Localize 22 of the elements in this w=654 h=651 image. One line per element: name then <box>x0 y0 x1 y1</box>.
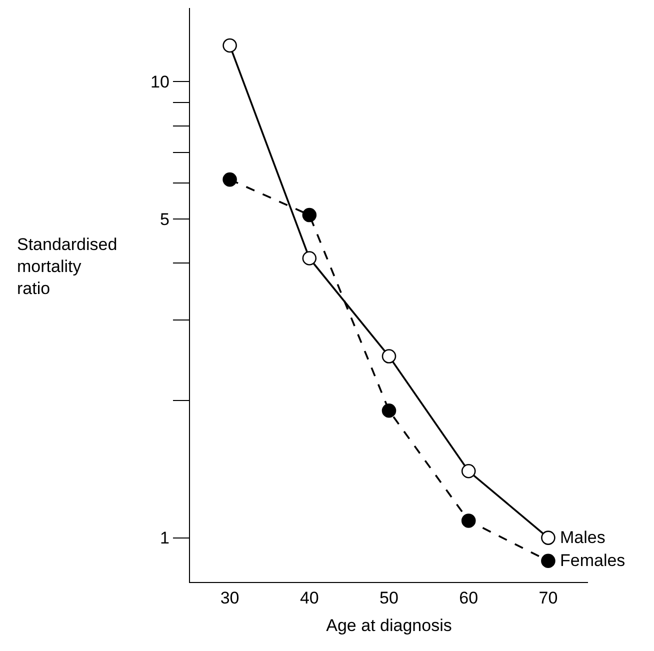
x-axis-title: Age at diagnosis <box>326 616 452 635</box>
point <box>302 208 317 222</box>
x-tick-label: 70 <box>538 588 558 608</box>
y-tick-label: 10 <box>150 72 170 92</box>
x-tick-label: 30 <box>220 588 240 608</box>
x-tick-label: 40 <box>300 588 319 608</box>
series-label: Females <box>560 551 626 570</box>
point <box>222 38 237 53</box>
point <box>461 514 476 528</box>
y-tick-label: 5 <box>160 210 170 229</box>
point <box>302 251 317 266</box>
x-tick-label: 60 <box>459 588 478 608</box>
y-tick-label: 1 <box>160 528 170 548</box>
point <box>541 530 556 545</box>
point <box>382 403 396 418</box>
point <box>222 172 237 187</box>
point <box>382 349 396 364</box>
series-label: Males <box>560 528 606 547</box>
point <box>541 554 556 568</box>
y-axis-title: Standardised mortality ratio <box>17 235 118 298</box>
point <box>461 464 476 478</box>
x-tick-label: 50 <box>380 588 398 608</box>
